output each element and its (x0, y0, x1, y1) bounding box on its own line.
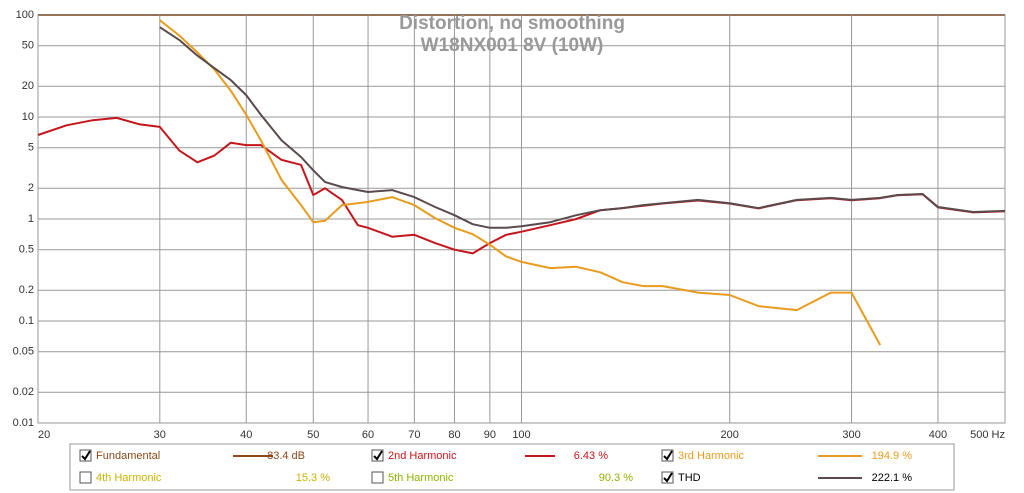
legend-label: THD (678, 472, 701, 484)
y-tick-label: 0.02 (13, 386, 34, 398)
checkmark (373, 450, 383, 461)
x-tick-label: 20 (38, 429, 50, 441)
legend-label: Fundamental (96, 450, 160, 462)
checkmark (663, 472, 673, 483)
x-tick-label: 30 (154, 429, 166, 441)
y-tick-label: 0.01 (13, 417, 34, 429)
legend-checkbox[interactable] (79, 471, 92, 484)
legend-readout: 83.4 dB (267, 450, 305, 462)
checkmark (81, 450, 91, 461)
x-tick-label: 300 (842, 429, 860, 441)
x-tick-label: 90 (484, 429, 496, 441)
y-tick-label: 5 (28, 142, 34, 154)
legend-label: 3rd Harmonic (678, 450, 745, 462)
y-tick-label: 0.1 (19, 315, 34, 327)
legend-label: 5th Harmonic (388, 472, 454, 484)
legend-readout: 194.9 % (872, 450, 913, 462)
chart-title: Distortion, no smoothing (399, 13, 625, 34)
legend-checkbox[interactable] (661, 471, 674, 484)
y-tick-label: 0.5 (19, 244, 34, 256)
x-tick-label: 80 (448, 429, 460, 441)
x-tick-label: 400 (929, 429, 947, 441)
x-tick-label: 40 (240, 429, 252, 441)
x-tick-label: 70 (408, 429, 420, 441)
legend-label: 2nd Harmonic (388, 450, 457, 462)
legend-checkbox[interactable] (371, 449, 384, 462)
x-tick-label: 60 (362, 429, 374, 441)
y-tick-label: 0.2 (19, 284, 34, 296)
y-tick-label: 100 (16, 9, 34, 21)
legend-readout: 90.3 % (599, 472, 633, 484)
y-tick-label: 1 (28, 213, 34, 225)
x-tick-label: 500 Hz (970, 429, 1005, 441)
legend-checkbox[interactable] (661, 449, 674, 462)
checkmark (663, 450, 673, 461)
y-tick-label: 50 (22, 40, 34, 52)
y-tick-label: 2 (28, 182, 34, 194)
x-tick-label: 100 (512, 429, 530, 441)
series-line (159, 19, 882, 346)
x-tick-label: 50 (307, 429, 319, 441)
y-tick-label: 10 (22, 111, 34, 123)
legend-label: 4th Harmonic (96, 472, 162, 484)
legend-readout: 6.43 % (574, 450, 608, 462)
legend-checkbox[interactable] (79, 449, 92, 462)
y-tick-label: 20 (22, 80, 34, 92)
legend-readout: 15.3 % (296, 472, 330, 484)
legend-readout: 222.1 % (872, 472, 913, 484)
y-tick-label: 0.05 (13, 346, 34, 358)
x-tick-label: 200 (721, 429, 739, 441)
series-line (159, 26, 1006, 229)
legend-checkbox[interactable] (371, 471, 384, 484)
legend-box (69, 443, 955, 491)
